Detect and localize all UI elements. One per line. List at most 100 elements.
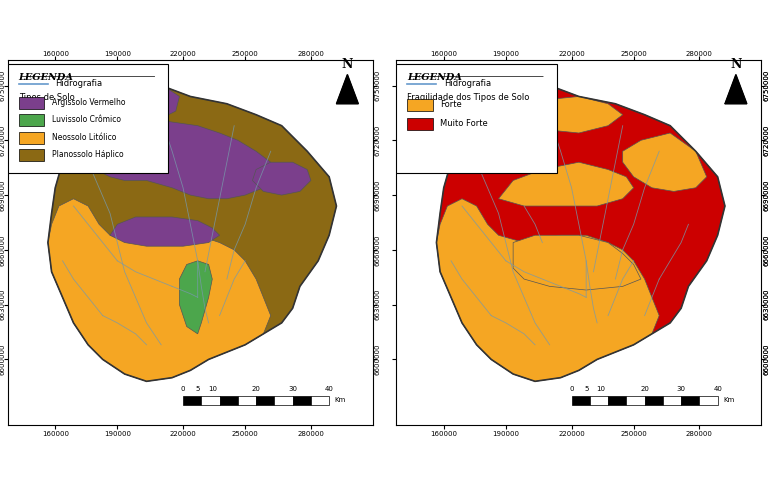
Polygon shape	[253, 162, 311, 195]
Text: 160000: 160000	[430, 431, 457, 437]
Polygon shape	[524, 97, 622, 133]
Text: Km: Km	[723, 397, 734, 403]
Polygon shape	[437, 86, 725, 381]
Polygon shape	[622, 133, 707, 192]
Bar	[256, 396, 274, 405]
Text: 190000: 190000	[104, 51, 131, 57]
Polygon shape	[147, 89, 179, 118]
Bar	[19, 132, 44, 144]
Bar	[407, 99, 433, 111]
Bar	[220, 396, 238, 405]
Text: 220000: 220000	[169, 431, 197, 437]
FancyBboxPatch shape	[8, 63, 169, 173]
Text: 280000: 280000	[686, 51, 713, 57]
Text: 20: 20	[252, 386, 260, 392]
Polygon shape	[48, 86, 336, 381]
Text: 6600000: 6600000	[763, 344, 769, 375]
Text: 6600000: 6600000	[375, 344, 381, 375]
Polygon shape	[499, 162, 634, 206]
Bar	[626, 396, 645, 405]
Text: Hidrografia: Hidrografia	[55, 79, 103, 88]
Text: 6660000: 6660000	[0, 234, 6, 266]
Text: Muito Forte: Muito Forte	[440, 119, 488, 128]
Text: 0: 0	[181, 386, 185, 392]
Bar	[201, 396, 220, 405]
Polygon shape	[336, 75, 358, 104]
Bar	[645, 396, 663, 405]
Text: 190000: 190000	[493, 431, 519, 437]
Polygon shape	[48, 198, 270, 381]
Text: 6690000: 6690000	[0, 179, 6, 211]
Text: 160000: 160000	[42, 431, 68, 437]
Text: 6750000: 6750000	[763, 70, 769, 101]
Text: 20: 20	[640, 386, 649, 392]
Text: Neossolo Litólico: Neossolo Litólico	[51, 133, 116, 142]
Text: N: N	[730, 58, 741, 71]
Text: 6630000: 6630000	[763, 289, 769, 320]
Text: Argissolo Vermelho: Argissolo Vermelho	[51, 98, 125, 107]
Text: 6600000: 6600000	[763, 344, 769, 375]
Text: 30: 30	[288, 386, 297, 392]
Bar	[183, 396, 201, 405]
Bar	[19, 149, 44, 161]
Bar	[19, 97, 44, 108]
Bar	[681, 396, 699, 405]
Text: 6630000: 6630000	[375, 289, 381, 320]
Text: 30: 30	[677, 386, 685, 392]
Polygon shape	[437, 198, 659, 381]
Text: Hidrografia: Hidrografia	[444, 79, 491, 88]
Text: 5: 5	[196, 386, 200, 392]
Text: 250000: 250000	[620, 51, 647, 57]
Text: 6600000: 6600000	[0, 344, 6, 375]
Text: 5: 5	[584, 386, 588, 392]
Text: 6720000: 6720000	[375, 125, 381, 156]
Text: 6720000: 6720000	[0, 125, 6, 156]
Text: Luvissolo Crômico: Luvissolo Crômico	[51, 115, 120, 124]
Text: 0: 0	[570, 386, 573, 392]
Bar	[19, 114, 44, 126]
Text: 6750000: 6750000	[0, 70, 6, 101]
Bar	[293, 396, 311, 405]
Text: 6660000: 6660000	[763, 234, 769, 266]
Text: 220000: 220000	[558, 431, 585, 437]
Bar	[608, 396, 626, 405]
Text: 190000: 190000	[104, 431, 131, 437]
Text: 190000: 190000	[493, 51, 519, 57]
Bar	[572, 396, 590, 405]
Text: 220000: 220000	[558, 51, 585, 57]
Text: 6690000: 6690000	[763, 179, 769, 211]
Text: Tipos de Solo: Tipos de Solo	[19, 93, 75, 102]
Text: 6720000: 6720000	[763, 125, 769, 156]
Text: 280000: 280000	[298, 51, 324, 57]
Text: 10: 10	[596, 386, 605, 392]
Text: Forte: Forte	[440, 100, 462, 109]
Text: 40: 40	[325, 386, 333, 392]
Text: 40: 40	[713, 386, 722, 392]
Text: 280000: 280000	[686, 431, 713, 437]
Polygon shape	[725, 75, 747, 104]
Text: 6750000: 6750000	[763, 70, 769, 101]
Polygon shape	[110, 217, 220, 246]
Text: Km: Km	[335, 397, 346, 403]
Bar	[274, 396, 293, 405]
Text: 220000: 220000	[169, 51, 197, 57]
Bar	[311, 396, 329, 405]
Bar	[663, 396, 681, 405]
Text: 280000: 280000	[298, 431, 324, 437]
Bar	[590, 396, 608, 405]
Text: 160000: 160000	[430, 51, 457, 57]
Text: 6630000: 6630000	[763, 289, 769, 320]
Text: 6720000: 6720000	[763, 125, 769, 156]
Text: 10: 10	[207, 386, 217, 392]
Text: Planossolo Háplico: Planossolo Háplico	[51, 150, 124, 159]
Text: 6690000: 6690000	[763, 179, 769, 211]
Text: 250000: 250000	[620, 431, 647, 437]
Text: 160000: 160000	[42, 51, 68, 57]
FancyBboxPatch shape	[396, 63, 557, 173]
Text: Fragilidade dos Tipos de Solo: Fragilidade dos Tipos de Solo	[407, 93, 530, 102]
Polygon shape	[513, 235, 641, 290]
Polygon shape	[88, 118, 274, 198]
Text: 6660000: 6660000	[375, 234, 381, 266]
Text: 6690000: 6690000	[375, 179, 381, 211]
Text: LEGENDA: LEGENDA	[19, 73, 74, 83]
